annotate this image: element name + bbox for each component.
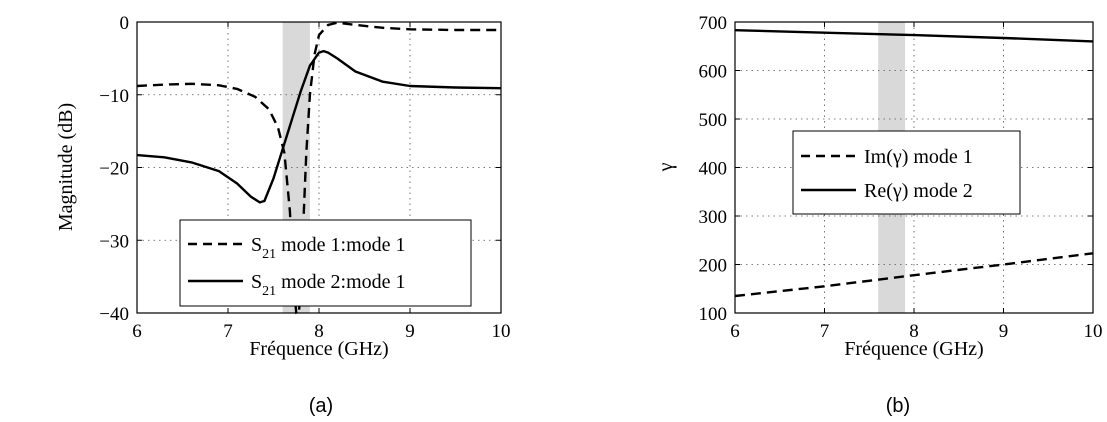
y-tick-label: 300 bbox=[699, 207, 728, 228]
ticks-b: 6 7 8 9 10 700 600 500 400 300 200 100 bbox=[699, 13, 1103, 342]
y-tick-label: 100 bbox=[699, 304, 728, 325]
y-tick-label: 0 bbox=[120, 13, 130, 34]
panel-label-b: (b) bbox=[886, 395, 910, 417]
y-tick-label: 700 bbox=[699, 13, 728, 34]
x-tick-label: 6 bbox=[730, 321, 740, 342]
ticks-a: 6 7 8 9 10 0 −10 −20 −30 −40 bbox=[99, 13, 510, 342]
legend-entry-s21-mode2: S21 mode 2:mode 1 bbox=[251, 271, 406, 299]
x-tick-label: 6 bbox=[132, 321, 142, 342]
series-line-1 bbox=[734, 252, 1094, 298]
panel-b: 6 7 8 9 10 700 600 500 400 300 200 100 Fréquence (G… bbox=[655, 13, 1103, 417]
series-group-b bbox=[734, 29, 1094, 298]
legend-entry-s21-mode1: S21 mode 1:mode 1 bbox=[251, 234, 406, 262]
y-tick-label: 500 bbox=[699, 110, 728, 131]
series-line-2 bbox=[734, 29, 1094, 43]
y-tick-label: −10 bbox=[99, 86, 129, 107]
legend-box-b bbox=[792, 130, 1021, 215]
y-tick-label: −20 bbox=[99, 159, 129, 180]
x-axis-label-b: Fréquence (GHz) bbox=[844, 338, 983, 360]
legend-entry-im-gamma: Im(γ) mode 1 bbox=[864, 146, 973, 168]
y-tick-label: 200 bbox=[699, 256, 728, 277]
y-axis-label-b: γ bbox=[655, 162, 677, 172]
legend-b: Im(γ) mode 1 Re(γ) mode 2 bbox=[792, 130, 1021, 215]
y-tick-label: 600 bbox=[699, 62, 728, 83]
legend-box-a bbox=[179, 219, 472, 307]
legend-a: S21 mode 1:mode 1 S21 mode 2:mode 1 bbox=[179, 219, 472, 307]
x-tick-label: 8 bbox=[909, 321, 919, 342]
x-tick-label: 7 bbox=[820, 321, 830, 342]
panel-a: 6 7 8 9 10 0 −10 −20 −30 −40 Fréquence (GHz) Magn… bbox=[55, 13, 511, 417]
series-line-2 bbox=[136, 49, 502, 204]
x-axis-label-a: Fréquence (GHz) bbox=[249, 338, 388, 360]
y-axis-label-a: Magnitude (dB) bbox=[55, 103, 77, 231]
series-line-1 bbox=[136, 21, 501, 315]
y-tick-label: −30 bbox=[99, 231, 129, 252]
panel-label-a: (a) bbox=[309, 395, 333, 417]
x-tick-label: 8 bbox=[314, 321, 324, 342]
y-tick-label: −40 bbox=[99, 304, 129, 325]
x-tick-label: 10 bbox=[1084, 321, 1103, 342]
x-tick-label: 7 bbox=[223, 321, 233, 342]
x-tick-label: 9 bbox=[999, 321, 1009, 342]
grid-b bbox=[735, 22, 1093, 313]
x-tick-label: 9 bbox=[405, 321, 415, 342]
y-tick-label: 400 bbox=[699, 159, 728, 180]
x-tick-label: 10 bbox=[492, 321, 511, 342]
series-group-a bbox=[136, 21, 502, 315]
legend-entry-re-gamma: Re(γ) mode 2 bbox=[864, 180, 973, 202]
